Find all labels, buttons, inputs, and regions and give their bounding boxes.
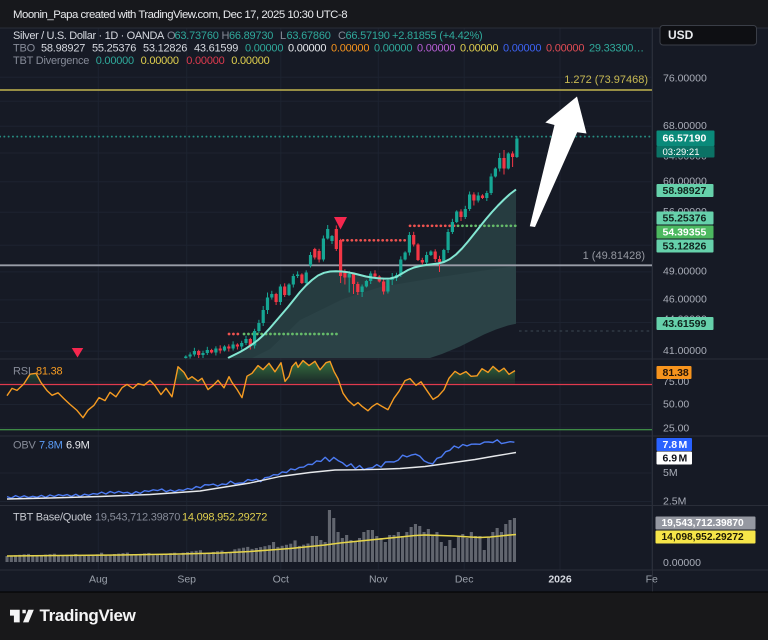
- svg-text:TBT Divergence: TBT Divergence: [13, 55, 89, 67]
- svg-text:7.8M: 7.8M: [39, 439, 63, 451]
- svg-text:76.00000: 76.00000: [663, 72, 707, 84]
- svg-text:19,543,712.39870: 19,543,712.39870: [662, 518, 744, 529]
- svg-text:Moonin_Papa created with Tradi: Moonin_Papa created with TradingView.com…: [13, 9, 347, 21]
- svg-text:49.00000: 49.00000: [663, 266, 707, 278]
- svg-text:1 (49.81428): 1 (49.81428): [583, 250, 645, 262]
- svg-text:29.33300…: 29.33300…: [589, 42, 644, 54]
- svg-text:66.57190: 66.57190: [346, 30, 390, 42]
- svg-text:L: L: [280, 30, 286, 42]
- svg-text:2026: 2026: [548, 573, 572, 585]
- svg-text:14,098,952.29272: 14,098,952.29272: [662, 532, 744, 543]
- svg-text:6.9: 6.9: [663, 452, 678, 464]
- svg-text:14,098,952.29272: 14,098,952.29272: [182, 511, 267, 523]
- svg-text:RSI: RSI: [13, 365, 31, 377]
- svg-text:46.00000: 46.00000: [663, 294, 707, 306]
- svg-text:Dec: Dec: [455, 573, 474, 585]
- svg-text:63.67860: 63.67860: [287, 30, 331, 42]
- svg-text:0.00000: 0.00000: [288, 42, 326, 54]
- svg-text:6.9M: 6.9M: [66, 439, 90, 451]
- svg-text:81.38: 81.38: [663, 367, 689, 379]
- svg-text:0.00000: 0.00000: [186, 55, 224, 67]
- svg-text:81.38: 81.38: [36, 365, 63, 377]
- svg-text:TBT Base/Quote: TBT Base/Quote: [13, 511, 92, 523]
- svg-text:55.25376: 55.25376: [663, 212, 707, 224]
- svg-text:0.00000: 0.00000: [417, 42, 455, 54]
- svg-text:M: M: [679, 439, 688, 451]
- svg-text:0.00000: 0.00000: [663, 557, 701, 569]
- svg-text:68.00000: 68.00000: [663, 120, 707, 132]
- svg-text:0.00000: 0.00000: [546, 42, 584, 54]
- svg-text:Sep: Sep: [177, 573, 196, 585]
- svg-text:Aug: Aug: [89, 573, 108, 585]
- svg-text:Oct: Oct: [273, 573, 289, 585]
- svg-text:TradingView: TradingView: [40, 606, 137, 625]
- svg-text:+2.81855 (+4.42%): +2.81855 (+4.42%): [392, 30, 482, 42]
- svg-text:Fe: Fe: [646, 573, 658, 585]
- svg-text:5M: 5M: [663, 467, 678, 479]
- svg-text:54.39355: 54.39355: [663, 226, 707, 238]
- svg-text:C: C: [338, 30, 346, 42]
- svg-text:66.89730: 66.89730: [229, 30, 273, 42]
- svg-text:7.8: 7.8: [663, 439, 678, 451]
- svg-text:25.00: 25.00: [663, 422, 689, 434]
- svg-text:O: O: [167, 30, 176, 42]
- svg-text:H: H: [222, 30, 230, 42]
- svg-text:Silver / U.S. Dollar · 1D · OA: Silver / U.S. Dollar · 1D · OANDA: [13, 30, 165, 42]
- svg-text:0.00000: 0.00000: [503, 42, 541, 54]
- svg-text:53.12826: 53.12826: [663, 240, 707, 252]
- svg-text:03:29:21: 03:29:21: [663, 147, 700, 158]
- svg-text:Nov: Nov: [369, 573, 388, 585]
- svg-text:OBV: OBV: [13, 439, 36, 451]
- svg-text:53.12826: 53.12826: [143, 42, 187, 54]
- svg-text:2.5M: 2.5M: [663, 495, 686, 507]
- svg-text:66.57190: 66.57190: [663, 133, 707, 145]
- svg-text:19,543,712.39870: 19,543,712.39870: [95, 511, 180, 523]
- svg-text:0.00000: 0.00000: [460, 42, 498, 54]
- svg-text:TBO: TBO: [13, 42, 36, 54]
- svg-text:41.00000: 41.00000: [663, 345, 707, 357]
- svg-text:M: M: [679, 452, 688, 464]
- svg-text:55.25376: 55.25376: [92, 42, 136, 54]
- svg-text:58.98927: 58.98927: [41, 42, 85, 54]
- svg-text:50.00: 50.00: [663, 398, 689, 410]
- svg-text:0.00000: 0.00000: [374, 42, 412, 54]
- svg-text:43.61599: 43.61599: [663, 318, 707, 330]
- svg-text:0.00000: 0.00000: [96, 55, 134, 67]
- svg-text:1.272 (73.97468): 1.272 (73.97468): [564, 74, 648, 86]
- svg-text:0.00000: 0.00000: [245, 42, 283, 54]
- svg-text:58.98927: 58.98927: [663, 185, 707, 197]
- svg-text:0.00000: 0.00000: [331, 42, 369, 54]
- svg-text:0.00000: 0.00000: [141, 55, 179, 67]
- svg-text:0.00000: 0.00000: [231, 55, 269, 67]
- svg-text:43.61599: 43.61599: [194, 42, 238, 54]
- svg-text:63.73760: 63.73760: [175, 30, 219, 42]
- svg-text:USD: USD: [668, 28, 694, 42]
